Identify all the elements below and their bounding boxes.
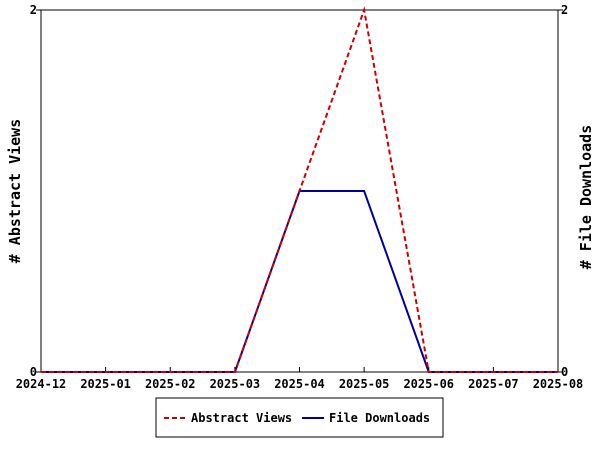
x-tick-label-2025-06: 2025-06 [403,377,454,391]
x-tick-label-2025-05: 2025-05 [339,377,390,391]
legend-label-file-downloads: File Downloads [329,411,430,425]
y-tick-label-left-0: 0 [30,365,37,379]
y-tick-label-left-2: 2 [30,3,37,17]
ticks: 2024-12 2025-01 2025-02 2025-03 2025-04 2025-… [16,3,584,391]
legend-label-abstract-views: Abstract Views [191,411,292,425]
x-tick-label-2024-12: 2024-12 [16,377,67,391]
y-tick-label-right-2: 2 [561,3,568,17]
legend: Abstract Views File Downloads [155,397,444,438]
x-tick-label-2025-08: 2025-08 [533,377,584,391]
y-tick-label-right-0: 0 [561,365,568,379]
x-tick-label-2025-02: 2025-02 [145,377,196,391]
x-tick-label-2025-03: 2025-03 [210,377,261,391]
x-tick-label-2025-04: 2025-04 [274,377,325,391]
x-tick-label-2025-01: 2025-01 [80,377,131,391]
y-axis-title-right: # File Downloads [577,125,595,270]
legend-box [155,397,444,438]
x-tick-label-2025-07: 2025-07 [468,377,519,391]
series [40,6,559,373]
y-axis-title-left: # Abstract Views [6,119,24,264]
series-line-file-downloads [41,190,558,373]
